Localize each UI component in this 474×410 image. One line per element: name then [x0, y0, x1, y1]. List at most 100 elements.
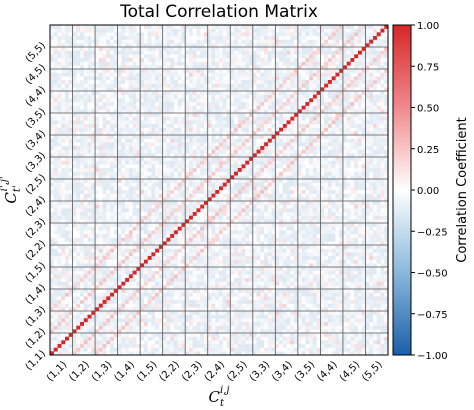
- heatmap-cell: [65, 193, 69, 198]
- heatmap-cell: [290, 292, 295, 297]
- heatmap-cell: [143, 179, 148, 183]
- heatmap-cell: [331, 256, 336, 260]
- heatmap-cell: [312, 318, 317, 323]
- heatmap-cell: [372, 190, 377, 194]
- heatmap-cell: [185, 204, 190, 209]
- heatmap-cell: [68, 311, 73, 315]
- heatmap-cell: [147, 190, 152, 194]
- heatmap-cell: [384, 149, 389, 154]
- heatmap-cell: [260, 208, 265, 213]
- heatmap-cell: [181, 307, 186, 312]
- heatmap-cell: [376, 204, 381, 209]
- heatmap-cell: [350, 333, 355, 337]
- heatmap-cell: [200, 256, 205, 260]
- heatmap-cell: [354, 175, 359, 180]
- heatmap-cell: [102, 267, 107, 271]
- heatmap-cell: [271, 307, 276, 312]
- heatmap-cell: [376, 215, 381, 220]
- heatmap-cell: [177, 259, 182, 264]
- heatmap-cell: [53, 215, 58, 220]
- heatmap-cell: [128, 186, 133, 191]
- heatmap-cell: [83, 344, 88, 348]
- heatmap-cell: [219, 278, 223, 282]
- heatmap-cell: [98, 190, 103, 194]
- heatmap-cell: [192, 322, 197, 326]
- heatmap-cell: [113, 175, 118, 180]
- heatmap-cell: [219, 329, 223, 334]
- heatmap-cell: [125, 241, 130, 246]
- heatmap-cell: [95, 149, 99, 154]
- heatmap-cell: [57, 303, 62, 308]
- heatmap-cell: [339, 241, 344, 246]
- heatmap-cell: [98, 311, 103, 315]
- heatmap-cell: [357, 201, 362, 205]
- heatmap-cell: [260, 267, 265, 271]
- heatmap-cell: [128, 219, 133, 224]
- heatmap-cell: [301, 234, 306, 238]
- heatmap-cell: [260, 190, 265, 194]
- heatmap-cell: [331, 219, 336, 224]
- heatmap-cell: [320, 274, 325, 279]
- heatmap-cell: [380, 303, 385, 308]
- heatmap-cell: [50, 201, 54, 205]
- heatmap-cell: [335, 292, 340, 297]
- heatmap-cell: [185, 333, 190, 337]
- heatmap-cell: [290, 303, 295, 308]
- heatmap-cell: [200, 347, 205, 352]
- heatmap-cell: [279, 186, 283, 191]
- heatmap-cell: [301, 307, 306, 312]
- heatmap-cell: [361, 157, 366, 161]
- heatmap-cell: [128, 241, 133, 246]
- heatmap-cell: [301, 289, 306, 293]
- heatmap-cell: [369, 175, 374, 180]
- heatmap-cell: [320, 340, 325, 345]
- heatmap-cell: [136, 153, 141, 158]
- heatmap-cell: [170, 344, 175, 348]
- heatmap-cell: [207, 237, 212, 242]
- heatmap-cell: [312, 230, 317, 235]
- heatmap-cell: [106, 351, 111, 356]
- heatmap-cell: [339, 171, 344, 176]
- heatmap-cell: [335, 351, 340, 356]
- heatmap-cell: [147, 325, 152, 330]
- heatmap-cell: [110, 351, 114, 356]
- heatmap-cell: [384, 311, 389, 315]
- heatmap-cell: [380, 223, 385, 227]
- heatmap-cell: [230, 303, 235, 308]
- heatmap-cell: [200, 168, 205, 172]
- heatmap-cell: [320, 303, 325, 308]
- heatmap-cell: [312, 179, 317, 183]
- heatmap-cell: [357, 237, 362, 242]
- heatmap-cell: [380, 263, 385, 268]
- heatmap-cell: [91, 226, 96, 231]
- heatmap-cell: [185, 223, 190, 227]
- heatmap-cell: [117, 281, 122, 286]
- heatmap-cell: [286, 285, 291, 290]
- heatmap-cell: [324, 252, 329, 257]
- heatmap-cell: [68, 248, 73, 253]
- heatmap-cell: [151, 311, 156, 315]
- heatmap-cell: [267, 160, 272, 165]
- heatmap-cell: [192, 281, 197, 286]
- heatmap-cell: [309, 307, 314, 312]
- heatmap-cell: [312, 153, 317, 158]
- heatmap-cell: [339, 179, 344, 183]
- heatmap-cell: [275, 149, 280, 154]
- heatmap-cell: [361, 296, 366, 301]
- heatmap-cell: [305, 237, 310, 242]
- heatmap-cell: [226, 160, 231, 165]
- heatmap-cell: [140, 237, 145, 242]
- heatmap-cell: [320, 329, 325, 334]
- heatmap-cell: [173, 160, 178, 165]
- heatmap-cell: [320, 223, 325, 227]
- heatmap-cell: [72, 245, 77, 249]
- heatmap-cell: [177, 314, 182, 319]
- heatmap-cell: [192, 325, 197, 330]
- heatmap-cell: [151, 164, 156, 169]
- heatmap-cell: [324, 347, 329, 352]
- heatmap-cell: [170, 164, 175, 169]
- heatmap-cell: [256, 285, 261, 290]
- heatmap-cell: [132, 248, 137, 253]
- heatmap-cell: [80, 168, 84, 172]
- heatmap-cell: [121, 259, 126, 264]
